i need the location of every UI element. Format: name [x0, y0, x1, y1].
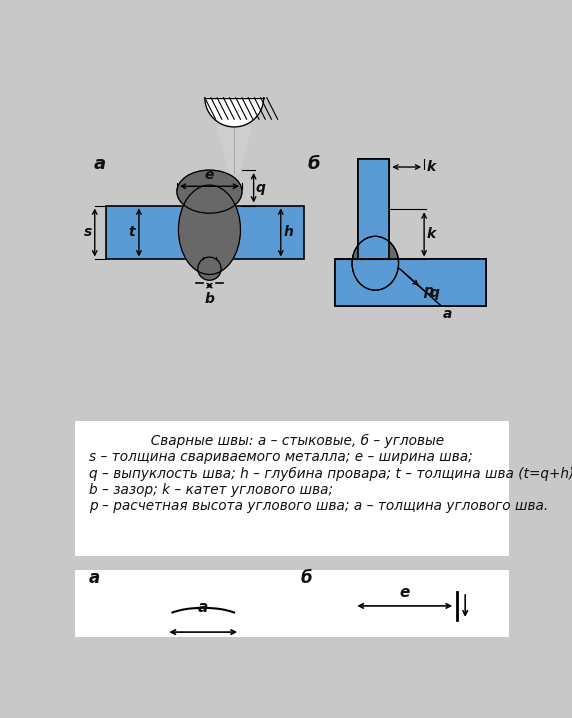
- Text: б: б: [300, 569, 312, 587]
- Text: k: k: [427, 228, 436, 241]
- Text: s: s: [84, 225, 92, 240]
- Polygon shape: [217, 127, 251, 173]
- Bar: [76, 569, 510, 638]
- Bar: [358, 159, 390, 259]
- Text: б: б: [308, 155, 320, 173]
- Text: s – толщина свариваемого металла; e – ширина шва;: s – толщина свариваемого металла; e – ши…: [89, 450, 472, 465]
- Text: k: k: [427, 160, 436, 174]
- Text: e: e: [205, 167, 214, 182]
- Text: p: p: [423, 284, 433, 298]
- Text: t: t: [129, 225, 135, 240]
- Ellipse shape: [352, 236, 399, 290]
- Text: b: b: [205, 292, 214, 306]
- Text: q: q: [256, 181, 266, 195]
- Ellipse shape: [178, 185, 240, 274]
- Text: b – зазор; k – катет углового шва;: b – зазор; k – катет углового шва;: [89, 482, 333, 497]
- Text: a: a: [198, 600, 208, 615]
- Text: q – выпуклость шва; h – глубина провара; t – толщина шва (t=q+h);: q – выпуклость шва; h – глубина провара;…: [89, 467, 572, 480]
- Text: a: a: [89, 569, 100, 587]
- Bar: [76, 421, 510, 556]
- Text: e: e: [400, 584, 410, 600]
- Text: a: a: [93, 155, 105, 173]
- Polygon shape: [205, 98, 264, 127]
- Bar: [358, 159, 390, 259]
- Text: Сварные швы: a – стыковые, б – угловые: Сварные швы: a – стыковые, б – угловые: [142, 434, 444, 448]
- Text: h: h: [284, 225, 294, 240]
- Text: p – расчетная высота углового шва; a – толщина углового шва.: p – расчетная высота углового шва; a – т…: [89, 499, 548, 513]
- Text: a: a: [443, 307, 452, 322]
- Bar: [335, 259, 486, 306]
- Bar: [335, 259, 486, 306]
- Ellipse shape: [177, 170, 242, 213]
- Text: q: q: [429, 286, 439, 300]
- Bar: [106, 205, 304, 259]
- Ellipse shape: [198, 257, 221, 280]
- Bar: [106, 205, 304, 259]
